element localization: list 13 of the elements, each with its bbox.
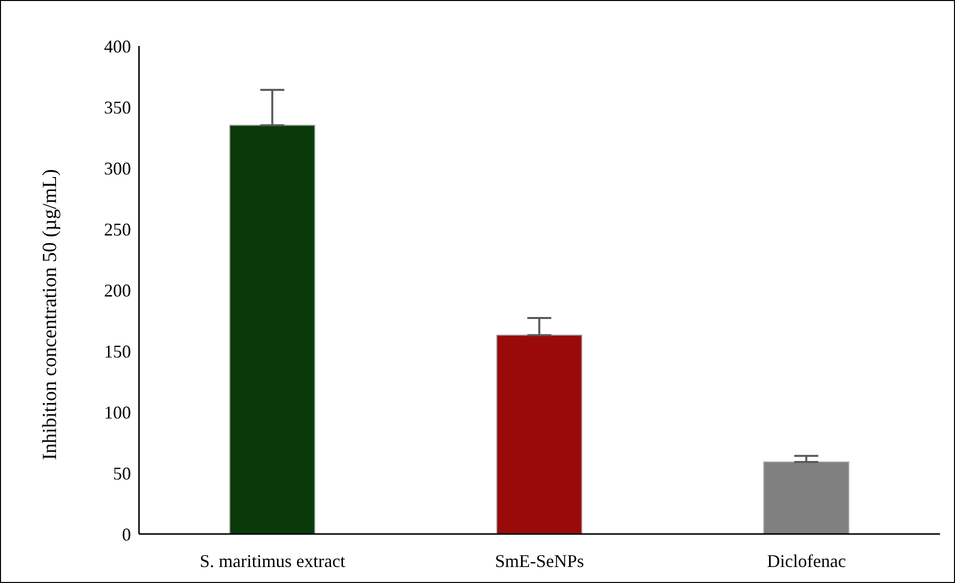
- y-tick-label: 50: [113, 463, 131, 484]
- y-tick-label: 400: [104, 36, 131, 56]
- y-axis-title: Inhibition concentration 50 (µg/mL): [39, 169, 62, 460]
- y-tick-label: 300: [104, 158, 131, 178]
- y-tick-label: 250: [104, 219, 131, 240]
- y-tick-label: 200: [104, 280, 131, 300]
- y-tick-label: 100: [104, 402, 131, 422]
- y-tick-label: 350: [104, 97, 131, 118]
- x-tick-label: Diclofenac: [767, 550, 846, 571]
- y-tick-label: 150: [104, 341, 131, 362]
- x-tick-label: S. maritimus extract: [200, 550, 346, 571]
- x-tick-label: SmE-SeNPs: [494, 550, 584, 571]
- y-tick-label: 0: [122, 524, 131, 544]
